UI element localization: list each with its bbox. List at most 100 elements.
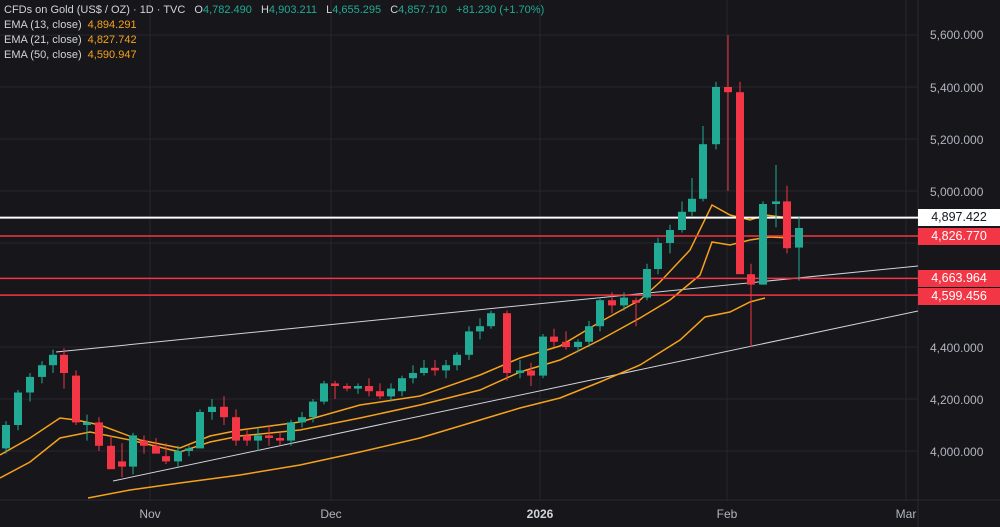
candle-body	[162, 456, 170, 462]
candle-body	[243, 435, 251, 441]
ema21-row[interactable]: EMA (21, close) 4,827.742	[4, 33, 544, 48]
candle-body	[795, 227, 803, 248]
candle-body	[453, 354, 461, 366]
candle-body	[539, 336, 547, 376]
candle-body	[49, 354, 57, 366]
ema21-value: 4,827.742	[87, 34, 137, 46]
candle-body	[724, 87, 732, 93]
candle-body	[442, 365, 450, 371]
candle-body	[309, 401, 317, 418]
close-key: C	[390, 4, 399, 16]
close-value: 4,857.710	[398, 4, 448, 16]
candle-body	[596, 300, 604, 327]
y-tick: 5,000.000	[930, 185, 984, 199]
candle-body	[232, 417, 240, 441]
candle-body	[83, 422, 91, 425]
candle-body	[783, 201, 791, 249]
ema50-label: EMA (50, close)	[4, 49, 82, 61]
price-tag-4599[interactable]: 4,599.456	[918, 288, 1000, 305]
candle-body	[2, 425, 10, 449]
low-value: 4,655.295	[332, 4, 382, 16]
candle-body	[95, 422, 103, 446]
candle-body	[398, 378, 406, 392]
y-tick: 4,000.000	[930, 445, 984, 459]
x-tick-dec: Dec	[320, 507, 342, 521]
candle-body	[736, 92, 744, 275]
candle-body	[516, 370, 524, 373]
candle-body	[608, 300, 616, 306]
candle-body	[14, 392, 22, 425]
x-tick-mar: Mar	[895, 507, 917, 521]
symbol-row: CFDs on Gold (US$ / OZ) · 1D · TVC O4,78…	[4, 3, 544, 18]
candle-body	[666, 230, 674, 243]
candle-body	[140, 440, 148, 446]
candle-body	[487, 313, 495, 327]
ema13-label: EMA (13, close)	[4, 19, 82, 31]
candle-body	[562, 341, 570, 347]
y-tick: 5,600.000	[930, 28, 984, 42]
candle-body	[699, 144, 707, 199]
candle-body	[759, 204, 767, 285]
symbol-title[interactable]: CFDs on Gold (US$ / OZ) · 1D · TVC	[4, 4, 186, 16]
candle-body	[585, 326, 593, 342]
ema50-line	[87, 297, 766, 499]
ema21-label: EMA (21, close)	[4, 34, 82, 46]
candle-body	[376, 391, 384, 397]
price-tag-4663[interactable]: 4,663.964	[918, 270, 1000, 287]
candle-body	[620, 297, 628, 306]
open-key: O	[194, 4, 203, 16]
ema13-value: 4,894.291	[87, 19, 137, 31]
candle-body	[38, 365, 46, 377]
candle-body	[654, 243, 662, 269]
candle-body	[678, 211, 686, 230]
candle-body	[343, 386, 351, 389]
candle-body	[208, 406, 216, 412]
candle-body	[431, 367, 439, 371]
candle-body	[72, 375, 80, 423]
y-tick: 4,200.000	[930, 393, 984, 407]
candle-body	[420, 367, 428, 373]
price-tag-4897[interactable]: 4,897.422	[918, 209, 1000, 226]
candle-body	[331, 383, 339, 386]
ema50-value: 4,590.947	[87, 49, 137, 61]
candle-body	[527, 370, 535, 376]
candle-body	[320, 383, 328, 402]
candle-body	[476, 326, 484, 332]
candle-body	[632, 300, 640, 303]
candle-body	[550, 336, 558, 342]
candle-body	[60, 354, 68, 373]
trendline-lower	[112, 310, 919, 482]
ema50-row[interactable]: EMA (50, close) 4,590.947	[4, 48, 544, 63]
candle-body	[712, 87, 720, 145]
candle-body	[220, 406, 228, 418]
chart-legend: CFDs on Gold (US$ / OZ) · 1D · TVC O4,78…	[4, 3, 544, 63]
ema13-row[interactable]: EMA (13, close) 4,894.291	[4, 18, 544, 33]
candle-body	[26, 376, 34, 393]
trendline-upper	[55, 265, 919, 353]
y-tick: 5,400.000	[930, 81, 984, 95]
candle-body	[503, 313, 511, 373]
candle-body	[254, 435, 262, 441]
candle-body	[574, 341, 582, 347]
x-tick-feb: Feb	[716, 507, 738, 521]
candle-body	[354, 386, 362, 389]
candle-body	[174, 451, 182, 462]
ema21-line	[0, 236, 791, 479]
candle-body	[196, 412, 204, 449]
candle-body	[276, 438, 284, 441]
candle-body	[107, 445, 115, 470]
x-tick-nov: Nov	[139, 507, 161, 521]
candle-body	[409, 373, 417, 379]
candle-body	[747, 274, 755, 285]
candle-body	[129, 435, 137, 467]
open-value: 4,782.490	[202, 4, 252, 16]
candle-body	[688, 198, 696, 212]
price-tag-4826[interactable]: 4,826.770	[918, 228, 1000, 245]
low-key: L	[326, 4, 333, 16]
y-tick: 4,400.000	[930, 341, 984, 355]
candle-body	[152, 445, 160, 454]
high-key: H	[260, 4, 269, 16]
candle-body	[365, 386, 373, 392]
